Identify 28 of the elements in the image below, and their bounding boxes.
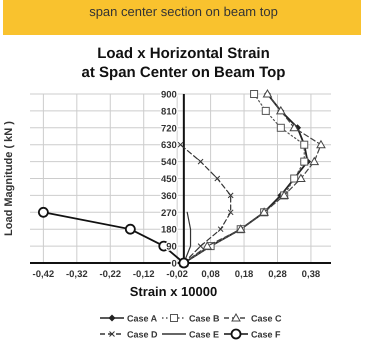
x-tick-label: -0,32 [66, 269, 88, 280]
legend-label: Case E [189, 330, 220, 340]
x-tick-label: -0,12 [132, 269, 155, 280]
x-tick-label: -0,02 [166, 269, 188, 280]
x-axis-title: Strain x 10000 [130, 284, 218, 299]
y-tick-label: 360 [160, 190, 177, 202]
y-tick-label: 810 [160, 106, 177, 118]
chart-title: Load x Horizontal Strain at Span Center on Beam Top [82, 45, 286, 81]
x-tick-label: 0,38 [302, 269, 320, 280]
x-tick-label: 0,18 [234, 269, 254, 280]
y-tick-label: 450 [160, 174, 177, 185]
legend-label: Case A [127, 314, 158, 324]
y-tick-label: 270 [160, 208, 177, 219]
legend-label: Case B [189, 314, 220, 324]
y-tick-label: 180 [160, 224, 177, 236]
legend-label: Case F [251, 330, 282, 340]
x-tick-label: 0,28 [268, 269, 287, 280]
x-tick-label: 0,08 [201, 269, 220, 280]
text: span center section on beam top [89, 4, 278, 19]
y-axis-title: Load Magnitude ( kN ) [3, 120, 15, 236]
legend-label: Case D [127, 330, 158, 340]
x-tick-label: -0,22 [99, 269, 122, 280]
x-tick-label: -0,42 [32, 269, 54, 280]
y-tick-label: 630 [160, 140, 177, 152]
y-tick-label: 720 [160, 123, 177, 134]
y-tick-label: 900 [160, 90, 177, 100]
legend-label: Case C [251, 314, 282, 324]
y-tick-label: 540 [160, 157, 177, 168]
